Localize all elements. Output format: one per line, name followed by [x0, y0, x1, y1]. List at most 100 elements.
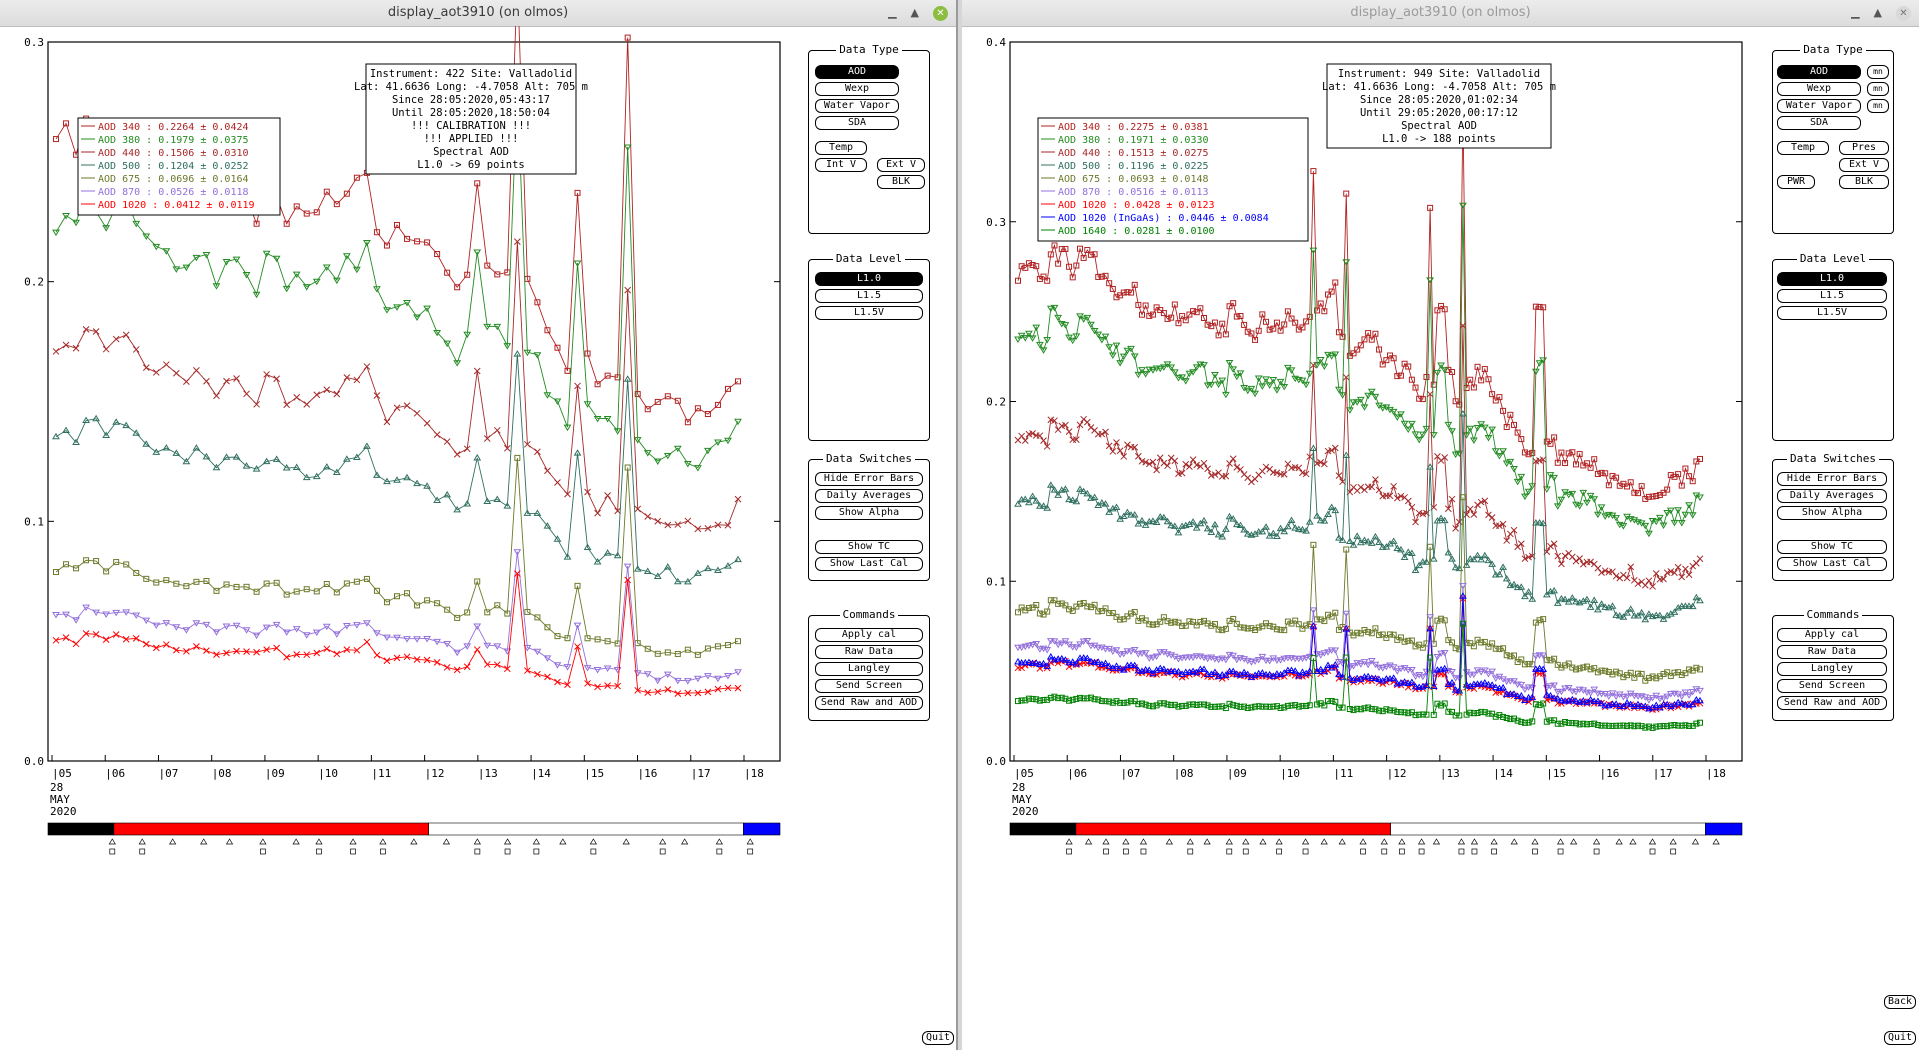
l15v-button[interactable]: L1.5V [815, 306, 923, 320]
daily-averages-button[interactable]: Daily Averages [815, 489, 923, 503]
data-point [72, 640, 80, 648]
wexp-button[interactable]: Wexp [1777, 82, 1861, 96]
show-last-cal-button[interactable]: Show Last Cal [815, 557, 923, 571]
water-vapor-button[interactable]: Water Vapor [815, 99, 899, 113]
temp-button[interactable]: Temp [815, 141, 867, 155]
show-alpha-button[interactable]: Show Alpha [815, 506, 923, 520]
l10-button[interactable]: L1.0 [815, 272, 923, 286]
blk-button[interactable]: BLK [877, 175, 925, 189]
hide-error-bars-button[interactable]: Hide Error Bars [815, 472, 923, 486]
close-icon[interactable]: ✕ [933, 5, 948, 21]
temp-button[interactable]: Temp [1777, 141, 1829, 155]
show-last-cal-button[interactable]: Show Last Cal [1777, 557, 1887, 571]
data-point [343, 374, 351, 381]
minimize-icon[interactable]: ▁ [1851, 6, 1860, 19]
mn-button[interactable]: mn [1867, 99, 1889, 113]
daily-averages-button[interactable]: Daily Averages [1777, 489, 1887, 503]
show-alpha-button[interactable]: Show Alpha [1777, 506, 1887, 520]
aod-button[interactable]: AOD [1777, 65, 1861, 79]
data-point [704, 411, 711, 418]
title-bar[interactable]: display_aot3910 (on olmos) ▁ ▲ ✕ [0, 0, 956, 27]
quit-button[interactable]: Quit [1884, 1031, 1917, 1045]
data-point [1168, 314, 1175, 321]
data-point [1051, 242, 1058, 249]
data-point [553, 398, 562, 406]
maximize-icon[interactable]: ▲ [1873, 6, 1882, 19]
data-point [1025, 658, 1033, 665]
mn-button[interactable]: mn [1867, 65, 1889, 79]
data-point [352, 453, 361, 460]
apply-cal-button[interactable]: Apply cal [1777, 628, 1887, 642]
data-point [1573, 666, 1579, 673]
title-bar[interactable]: display_aot3910 (on olmos) ▁ ▲ ✕ [962, 0, 1919, 27]
data-point [1686, 666, 1693, 673]
data-point [232, 453, 241, 460]
data-point [1612, 693, 1621, 701]
raw-data-button[interactable]: Raw Data [1777, 645, 1887, 659]
data-point [433, 659, 441, 666]
x-tick-label: |08 [1174, 767, 1194, 780]
blk-button[interactable]: BLK [1839, 175, 1889, 189]
send-screen-button[interactable]: Send Screen [1777, 679, 1887, 693]
data-point [1678, 722, 1685, 729]
wexp-button[interactable]: Wexp [815, 82, 899, 96]
data-point [1349, 541, 1358, 548]
data-point [424, 239, 431, 246]
raw-data-button[interactable]: Raw Data [815, 645, 923, 659]
data-point [253, 588, 260, 595]
int-v-button[interactable]: Int V [815, 158, 867, 172]
data-point [1189, 667, 1197, 675]
l15v-button[interactable]: L1.5V [1777, 306, 1887, 320]
minimize-icon[interactable]: ▁ [888, 6, 897, 19]
data-point [1025, 498, 1033, 506]
data-point [1623, 609, 1631, 616]
aod-button[interactable]: AOD [815, 65, 899, 79]
send-raw-aod-button[interactable]: Send Raw and AOD [1777, 696, 1887, 710]
data-point [1167, 667, 1176, 674]
data-point [704, 673, 712, 680]
ext-v-button[interactable]: Ext V [1839, 158, 1889, 172]
show-tc-button[interactable]: Show TC [815, 540, 923, 554]
data-point [1451, 451, 1460, 459]
langley-button[interactable]: Langley [1777, 662, 1887, 676]
data-point [1069, 607, 1076, 614]
data-point [1667, 472, 1674, 479]
ext-v-button[interactable]: Ext V [877, 158, 925, 172]
pwr-button[interactable]: PWR [1777, 175, 1815, 189]
data-point [1119, 666, 1128, 673]
pres-button[interactable]: Pres [1839, 141, 1889, 155]
data-point [1365, 704, 1372, 711]
water-vapor-button[interactable]: Water Vapor [1777, 99, 1861, 113]
data-point [443, 641, 452, 648]
sda-button[interactable]: SDA [815, 116, 899, 130]
data-point [1576, 665, 1583, 672]
send-screen-button[interactable]: Send Screen [815, 679, 923, 693]
mn-button[interactable]: mn [1867, 82, 1889, 96]
data-point [1214, 656, 1223, 664]
data-point [673, 445, 682, 453]
l15-button[interactable]: L1.5 [815, 289, 923, 303]
close-icon[interactable]: ✕ [1896, 5, 1911, 21]
data-point [1102, 428, 1109, 436]
send-raw-aod-button[interactable]: Send Raw and AOD [815, 696, 923, 710]
data-point [474, 180, 481, 187]
apply-cal-button[interactable]: Apply cal [815, 628, 923, 642]
langley-button[interactable]: Langley [815, 662, 923, 676]
data-point [183, 378, 190, 385]
data-point [333, 589, 340, 596]
data-point [1379, 361, 1386, 368]
l10-button[interactable]: L1.0 [1777, 272, 1887, 286]
maximize-icon[interactable]: ▲ [910, 6, 919, 19]
hide-error-bars-button[interactable]: Hide Error Bars [1777, 472, 1887, 486]
data-point [1345, 664, 1354, 672]
show-tc-button[interactable]: Show TC [1777, 540, 1887, 554]
data-point [1361, 626, 1368, 633]
data-point [1648, 695, 1657, 702]
data-point [302, 473, 311, 481]
sda-button[interactable]: SDA [1777, 116, 1861, 130]
l15-button[interactable]: L1.5 [1777, 289, 1887, 303]
quit-button[interactable]: Quit [922, 1031, 955, 1045]
event-marker [503, 838, 512, 845]
data-point [1211, 703, 1218, 710]
back-button[interactable]: Back [1884, 995, 1917, 1009]
